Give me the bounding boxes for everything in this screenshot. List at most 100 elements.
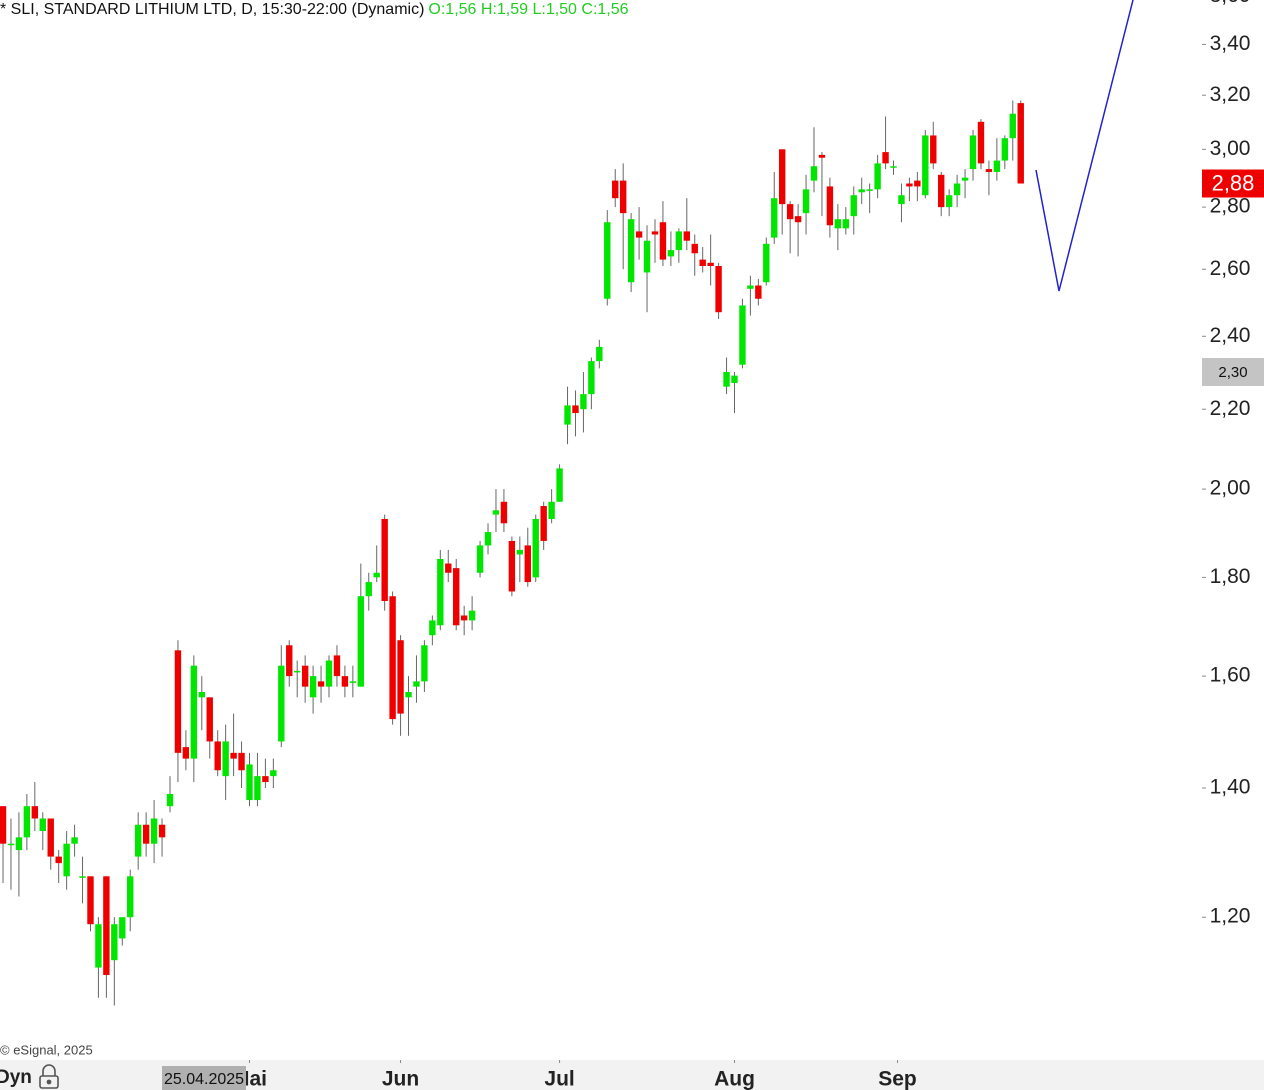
candle-body xyxy=(580,394,587,410)
candle-body xyxy=(635,231,643,238)
candle-body xyxy=(111,924,118,961)
candle-body xyxy=(437,558,444,626)
candle-body xyxy=(63,843,70,877)
candle-body xyxy=(142,824,150,844)
x-tick-label: Aug xyxy=(714,1068,755,1090)
candle-body xyxy=(810,166,818,181)
candle-body xyxy=(87,876,94,925)
candle-body xyxy=(898,195,905,205)
price-tag-box xyxy=(1202,357,1264,386)
candle-body xyxy=(206,697,213,742)
candle-body xyxy=(119,917,126,939)
candle-body xyxy=(771,198,778,238)
mode-label[interactable]: Dyn xyxy=(0,1067,32,1088)
y-tick-label: 2,40 xyxy=(1210,324,1251,347)
candle-body xyxy=(707,262,714,267)
projection-line xyxy=(1035,0,1134,292)
candle-body xyxy=(508,540,516,592)
candle-body xyxy=(651,231,659,235)
y-tick-label: 1,40 xyxy=(1210,776,1251,799)
candle-body xyxy=(254,776,261,801)
candle-body xyxy=(460,615,468,621)
candle-body xyxy=(405,691,412,698)
price-tag-label: 2,88 xyxy=(1212,170,1255,195)
candle-body xyxy=(174,650,182,753)
candle-body xyxy=(214,741,221,771)
candle-body xyxy=(47,818,54,857)
price-tag-label: 2,30 xyxy=(1218,364,1247,381)
candle-body xyxy=(190,665,198,759)
candle-body xyxy=(938,174,945,208)
candle-body xyxy=(166,794,174,807)
candle-body xyxy=(484,532,492,546)
candle-body xyxy=(826,186,834,226)
candle-body xyxy=(71,837,78,844)
candle-body xyxy=(198,691,205,698)
candle-body xyxy=(572,405,579,414)
marks xyxy=(0,100,1024,1006)
candle-body xyxy=(238,752,245,771)
candle-body xyxy=(643,240,651,273)
candle-body xyxy=(492,510,500,515)
candle-body xyxy=(914,180,921,187)
candle-body xyxy=(866,189,873,191)
candle-body xyxy=(516,549,524,555)
candle-body xyxy=(794,216,802,223)
candle-body xyxy=(349,681,357,683)
candle-body xyxy=(778,149,786,205)
candle-body xyxy=(357,596,365,687)
ohlc-text: O:1,56 H:1,59 L:1,50 C:1,56 xyxy=(428,1,628,18)
candle-body xyxy=(127,876,134,918)
candle-body xyxy=(1009,113,1016,139)
candle-body xyxy=(413,681,420,687)
y-tick-label: 2,00 xyxy=(1210,477,1251,500)
candle-body xyxy=(381,518,388,602)
candle-body xyxy=(882,152,889,164)
candle-body xyxy=(39,818,46,832)
candle-body xyxy=(564,405,571,425)
candle-body xyxy=(540,506,547,541)
candle-body xyxy=(301,665,309,687)
candle-body xyxy=(747,285,754,289)
candle-body xyxy=(445,563,452,573)
y-tick-label: 3,20 xyxy=(1210,83,1251,106)
candle-body xyxy=(365,582,372,597)
candle-body xyxy=(429,620,436,636)
copyright: © eSignal, 2025 xyxy=(0,1042,93,1057)
price-tag-box xyxy=(1202,169,1264,198)
candle-body xyxy=(182,747,190,759)
title-text: * SLI, STANDARD LITHIUM LTD, D, 15:30-22… xyxy=(0,1,424,18)
candle-body xyxy=(230,752,237,759)
x-tick-label: Jun xyxy=(382,1068,419,1090)
y-tick-label: 1,60 xyxy=(1210,664,1251,687)
candle-body xyxy=(158,824,166,838)
candle-body xyxy=(325,660,333,687)
y-tick-label: 3,60 xyxy=(1210,0,1251,7)
lock-icon[interactable] xyxy=(39,1064,59,1089)
candle-body xyxy=(993,160,1001,172)
candle-body xyxy=(723,371,730,387)
candle-body xyxy=(389,596,396,720)
candle-body xyxy=(763,243,770,283)
candle-body xyxy=(95,924,102,968)
candle-body xyxy=(683,231,690,241)
candle-body xyxy=(468,610,476,621)
candle-body xyxy=(619,180,627,214)
candle-body xyxy=(985,169,993,172)
candle-body xyxy=(0,806,7,844)
candle-body xyxy=(874,163,881,190)
candle-body xyxy=(270,770,277,777)
candle-body xyxy=(1001,138,1009,161)
candle-body xyxy=(309,676,317,698)
candle-body xyxy=(945,195,953,208)
y-tick-label: 1,80 xyxy=(1210,565,1251,588)
candle-body xyxy=(699,259,706,267)
candle-body xyxy=(373,572,380,578)
candle-body xyxy=(930,135,937,164)
candle-body xyxy=(612,180,619,199)
x-tick-label: Jul xyxy=(544,1068,574,1090)
candle-body xyxy=(7,843,15,846)
candle-body xyxy=(532,518,539,578)
candle-body xyxy=(715,266,722,313)
